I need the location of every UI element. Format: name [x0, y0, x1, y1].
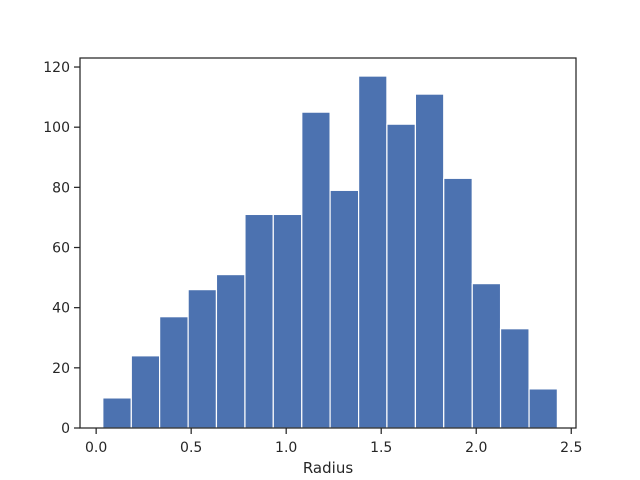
- histogram-bar: [357, 75, 388, 429]
- histogram-bar: [244, 213, 274, 429]
- x-tick-label: 0.5: [180, 440, 202, 456]
- histogram-bar: [499, 328, 530, 429]
- histogram-bar: [386, 123, 417, 429]
- histogram-bar: [301, 111, 331, 429]
- plot-frame: [79, 57, 577, 429]
- y-axis-ticks: 0 20 40 60 80 100 120: [43, 60, 80, 437]
- histogram-bar: [272, 213, 303, 429]
- x-axis-ticks: 0.0 0.5 1.0 1.5 2.0 2.5: [85, 428, 582, 456]
- y-tick-label: 0: [61, 421, 70, 437]
- x-tick-label: 2.0: [465, 440, 487, 456]
- histogram-bar: [159, 316, 189, 429]
- y-tick-label: 60: [52, 241, 70, 257]
- y-tick-label: 80: [52, 180, 70, 196]
- histogram-bar: [443, 177, 473, 429]
- histogram-bar: [329, 189, 360, 429]
- histogram-bar: [471, 283, 502, 429]
- histogram-bar: [215, 273, 246, 429]
- y-tick-label: 20: [52, 361, 70, 377]
- x-tick-label: 1.0: [275, 440, 297, 456]
- histogram-bar: [187, 289, 218, 429]
- x-tick-label: 1.5: [370, 440, 392, 456]
- histogram-bar: [528, 388, 558, 429]
- histogram-bar: [130, 355, 161, 429]
- y-tick-label: 120: [43, 60, 70, 76]
- y-tick-label: 100: [43, 120, 70, 136]
- y-tick-label: 40: [52, 301, 70, 317]
- x-tick-label: 2.5: [560, 440, 582, 456]
- histogram-bar: [414, 93, 445, 429]
- bars-group: [102, 75, 558, 429]
- x-axis-label: Radius: [303, 459, 353, 477]
- histogram-bar: [102, 397, 132, 429]
- x-tick-label: 0.0: [85, 440, 107, 456]
